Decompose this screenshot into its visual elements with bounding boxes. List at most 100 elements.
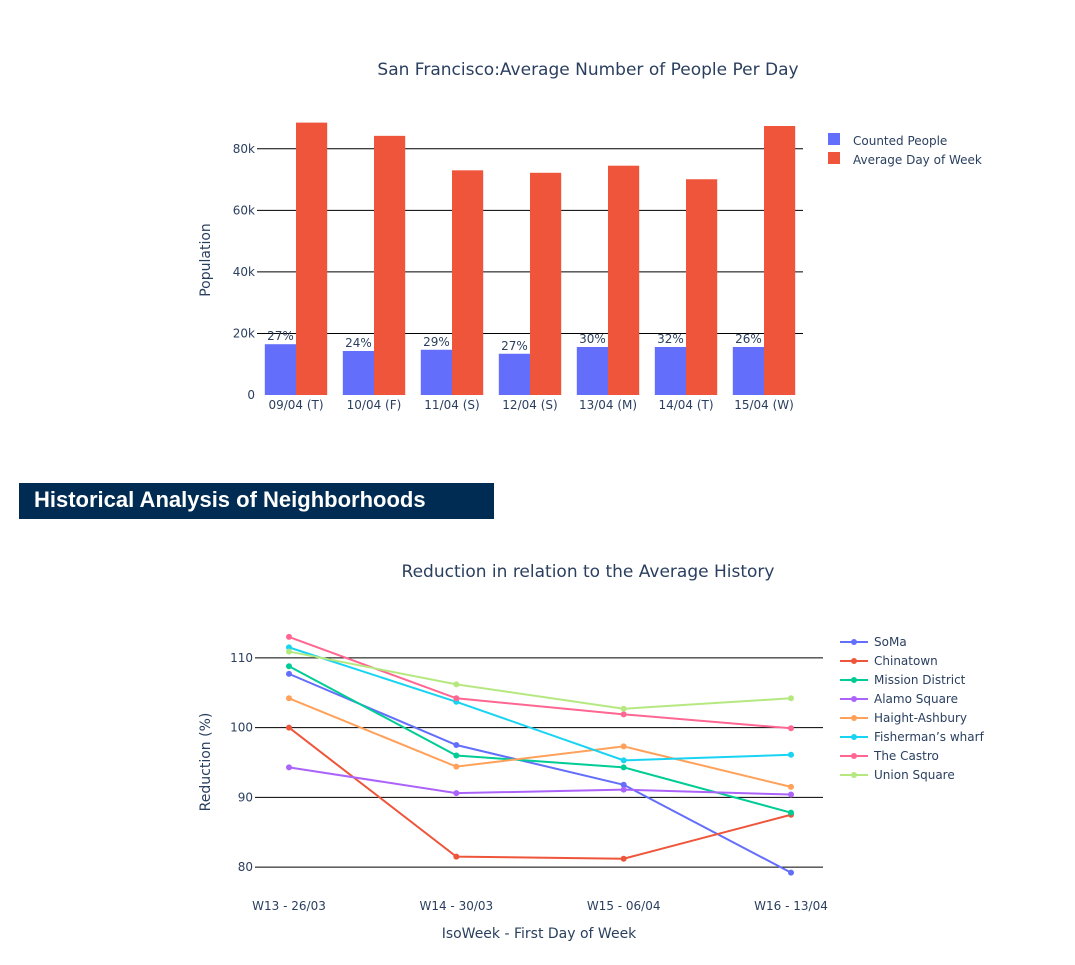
legend-label-the-castro[interactable]: The Castro	[873, 749, 939, 763]
bar-counted-people[interactable]	[342, 350, 374, 395]
point-mission-district[interactable]	[286, 663, 292, 670]
point-chinatown[interactable]	[453, 853, 460, 860]
bar-data-label: 30%	[579, 332, 606, 346]
line-chart-y-tick-label: 100	[230, 721, 253, 735]
bar-chart-y-tick-label: 40k	[233, 265, 255, 279]
line-chart-y-tick-label: 80	[238, 860, 253, 874]
bar-chart: San Francisco:Average Number of People P…	[198, 60, 982, 412]
point-chinatown[interactable]	[620, 855, 627, 862]
point-soma[interactable]	[286, 670, 292, 677]
point-haight-ashbury[interactable]	[453, 763, 460, 770]
bar-average-day-of-week[interactable]	[608, 165, 640, 395]
bar-counted-people[interactable]	[576, 346, 608, 395]
point-chinatown[interactable]	[286, 724, 292, 731]
legend-label-union-square[interactable]: Union Square	[874, 768, 955, 782]
legend-marker-alamo-square	[851, 696, 857, 702]
bar-data-label: 27%	[267, 329, 294, 343]
point-alamo-square[interactable]	[286, 764, 292, 771]
legend-label-mission-district[interactable]: Mission District	[874, 673, 966, 687]
bar-chart-x-tick-label: 12/04 (S)	[502, 398, 557, 412]
legend-marker-chinatown	[851, 658, 857, 664]
point-alamo-square[interactable]	[620, 786, 627, 793]
legend-label-counted-people[interactable]: Counted People	[853, 134, 947, 148]
legend-swatch-counted-people	[828, 133, 840, 145]
point-the-castro[interactable]	[286, 633, 292, 640]
legend-marker-mission-district	[851, 677, 857, 683]
line-chart-x-tick-label: W16 - 13/04	[754, 899, 828, 913]
bar-average-day-of-week[interactable]	[686, 179, 718, 395]
point-mission-district[interactable]	[620, 764, 627, 771]
point-alamo-square[interactable]	[453, 790, 460, 797]
point-union-square[interactable]	[620, 705, 627, 712]
bar-counted-people[interactable]	[732, 346, 764, 395]
bar-data-label: 29%	[423, 335, 450, 349]
point-fisherman-s-wharf[interactable]	[620, 757, 627, 764]
point-soma[interactable]	[620, 781, 627, 788]
point-haight-ashbury[interactable]	[620, 743, 627, 750]
bar-counted-people[interactable]	[498, 353, 530, 395]
point-haight-ashbury[interactable]	[286, 695, 292, 702]
bar-average-day-of-week[interactable]	[764, 126, 796, 395]
bar-chart-x-tick-label: 14/04 (T)	[658, 398, 713, 412]
bar-average-day-of-week[interactable]	[374, 135, 406, 395]
line-chart-y-axis-label: Reduction (%)	[198, 713, 214, 812]
point-union-square[interactable]	[286, 648, 292, 655]
legend-marker-union-square	[851, 772, 857, 778]
line-chart-y-tick-label: 110	[230, 651, 253, 665]
line-chart-x-axis-label: IsoWeek - First Day of Week	[442, 926, 637, 942]
line-chart-title: Reduction in relation to the Average His…	[402, 562, 775, 582]
point-fisherman-s-wharf[interactable]	[286, 644, 292, 651]
bar-counted-people[interactable]	[420, 349, 452, 395]
bar-counted-people[interactable]	[654, 346, 686, 395]
line-alamo-square[interactable]	[288, 766, 792, 796]
point-soma[interactable]	[788, 869, 794, 876]
line-chart-legend[interactable]: SoMa Chinatown Mission District Alamo Squar…	[840, 635, 985, 782]
point-union-square[interactable]	[788, 695, 794, 702]
point-the-castro[interactable]	[453, 695, 460, 702]
line-chart-y-tick-label: 90	[238, 790, 253, 804]
legend-label-alamo-square[interactable]: Alamo Square	[874, 692, 958, 706]
bar-data-label: 24%	[345, 336, 372, 350]
bar-average-day-of-week[interactable]	[452, 170, 484, 395]
bar-chart-y-axis-label: Population	[198, 223, 214, 297]
section-header-historical-analysis: Historical Analysis of Neighborhoods	[19, 483, 494, 519]
line-union-square[interactable]	[288, 650, 792, 710]
bar-chart-y-tick-label: 60k	[233, 203, 255, 217]
bar-chart-x-tick-label: 13/04 (M)	[579, 398, 637, 412]
point-the-castro[interactable]	[788, 725, 794, 732]
bar-data-label: 27%	[501, 339, 528, 353]
point-haight-ashbury[interactable]	[788, 783, 794, 790]
line-chinatown[interactable]	[288, 726, 792, 860]
bar-chart-y-tick-label: 0	[247, 388, 255, 402]
legend-label-fisherman-s-wharf[interactable]: Fisherman’s wharf	[874, 730, 985, 744]
bar-chart-legend[interactable]: Counted People Average Day of Week	[828, 133, 982, 167]
bar-average-day-of-week[interactable]	[530, 172, 562, 395]
point-mission-district[interactable]	[788, 809, 794, 816]
bar-average-day-of-week[interactable]	[296, 122, 328, 395]
line-haight-ashbury[interactable]	[288, 697, 792, 788]
line-soma[interactable]	[288, 672, 792, 874]
bar-chart-y-tick-label: 20k	[233, 326, 255, 340]
line-chart-x-tick-label: W13 - 26/03	[252, 899, 326, 913]
line-chart: Reduction in relation to the Average His…	[198, 562, 985, 942]
legend-label-average-day-of-week[interactable]: Average Day of Week	[853, 153, 982, 167]
point-the-castro[interactable]	[620, 711, 627, 718]
point-union-square[interactable]	[453, 681, 460, 688]
bar-chart-x-tick-label: 15/04 (W)	[734, 398, 794, 412]
line-chart-x-tick-label: W14 - 30/03	[419, 899, 493, 913]
legend-label-chinatown[interactable]: Chinatown	[874, 654, 938, 668]
legend-label-haight-ashbury[interactable]: Haight-Ashbury	[874, 711, 967, 725]
line-the-castro[interactable]	[288, 635, 792, 730]
legend-marker-haight-ashbury	[851, 715, 857, 721]
point-soma[interactable]	[453, 742, 460, 749]
bar-data-label: 32%	[657, 332, 684, 346]
point-mission-district[interactable]	[453, 752, 460, 759]
legend-label-soma[interactable]: SoMa	[874, 635, 907, 649]
point-fisherman-s-wharf[interactable]	[788, 751, 794, 758]
legend-marker-the-castro	[851, 753, 857, 759]
point-alamo-square[interactable]	[788, 791, 794, 798]
line-fisherman-s-wharf[interactable]	[288, 646, 792, 762]
bar-counted-people[interactable]	[264, 344, 296, 395]
line-mission-district[interactable]	[288, 665, 792, 814]
bar-chart-x-tick-label: 09/04 (T)	[268, 398, 323, 412]
